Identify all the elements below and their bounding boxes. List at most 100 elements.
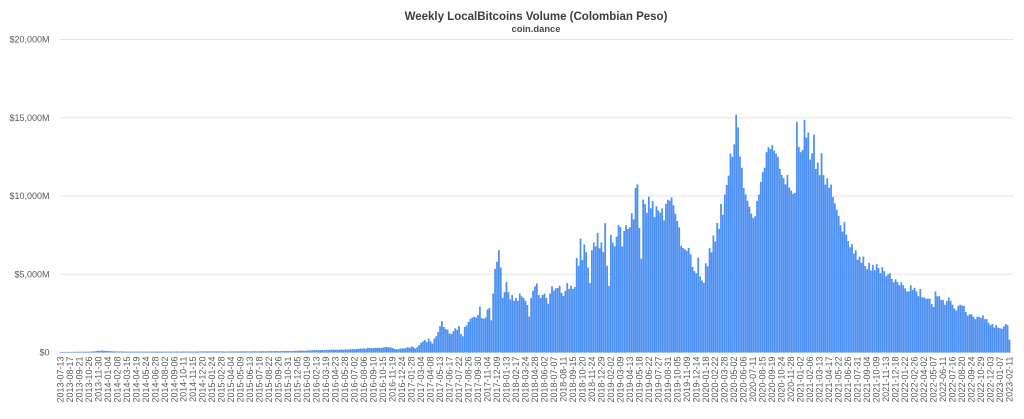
svg-text:2018-07-07: 2018-07-07: [549, 357, 559, 403]
svg-text:2014-12-20: 2014-12-20: [198, 357, 208, 403]
svg-text:2016-07-02: 2016-07-02: [350, 357, 360, 403]
svg-text:2016-03-19: 2016-03-19: [321, 357, 331, 403]
svg-text:2017-07-22: 2017-07-22: [454, 357, 464, 403]
svg-text:2021-12-18: 2021-12-18: [891, 357, 901, 403]
svg-text:2020-08-15: 2020-08-15: [758, 357, 768, 403]
svg-text:2014-08-02: 2014-08-02: [160, 357, 170, 403]
svg-text:2013-08-17: 2013-08-17: [65, 357, 75, 403]
svg-text:2017-09-30: 2017-09-30: [473, 357, 483, 403]
svg-text:2021-11-13: 2021-11-13: [881, 357, 891, 402]
svg-text:2020-11-28: 2020-11-28: [786, 357, 796, 402]
svg-text:2018-03-24: 2018-03-24: [520, 357, 530, 403]
svg-text:2023-01-07: 2023-01-07: [995, 357, 1005, 403]
svg-text:2022-06-11: 2022-06-11: [938, 357, 948, 402]
svg-text:2021-10-09: 2021-10-09: [872, 357, 882, 403]
svg-text:2017-04-08: 2017-04-08: [426, 357, 436, 403]
svg-text:2014-06-28: 2014-06-28: [150, 357, 160, 403]
svg-text:2020-02-22: 2020-02-22: [710, 357, 720, 403]
svg-text:2018-04-28: 2018-04-28: [530, 357, 540, 403]
svg-text:2016-05-28: 2016-05-28: [340, 357, 350, 403]
svg-text:2018-08-11: 2018-08-11: [558, 357, 568, 402]
svg-text:$15,000M: $15,000M: [9, 113, 49, 123]
svg-text:2014-01-04: 2014-01-04: [103, 357, 113, 403]
svg-text:2019-11-09: 2019-11-09: [682, 357, 692, 402]
svg-text:2022-05-07: 2022-05-07: [929, 357, 939, 403]
svg-text:2020-09-19: 2020-09-19: [767, 357, 777, 403]
svg-text:$5,000M: $5,000M: [14, 269, 49, 279]
svg-text:2014-11-15: 2014-11-15: [188, 357, 198, 402]
svg-text:2021-09-04: 2021-09-04: [862, 357, 872, 403]
svg-text:2014-02-08: 2014-02-08: [112, 357, 122, 403]
svg-text:2021-03-13: 2021-03-13: [815, 357, 825, 403]
svg-text:2013-07-13: 2013-07-13: [55, 357, 65, 403]
svg-text:2023-02-11: 2023-02-11: [1004, 357, 1014, 402]
svg-text:2017-06-17: 2017-06-17: [445, 357, 455, 403]
svg-text:2015-10-31: 2015-10-31: [283, 357, 293, 403]
svg-text:2013-10-26: 2013-10-26: [84, 357, 94, 403]
svg-text:2022-09-24: 2022-09-24: [967, 357, 977, 403]
svg-text:2018-06-02: 2018-06-02: [539, 357, 549, 403]
svg-text:2020-05-02: 2020-05-02: [729, 357, 739, 403]
svg-text:2013-09-21: 2013-09-21: [74, 357, 84, 403]
svg-text:2016-09-10: 2016-09-10: [369, 357, 379, 403]
svg-text:2018-01-13: 2018-01-13: [501, 356, 511, 402]
svg-text:2021-01-02: 2021-01-02: [796, 357, 806, 403]
svg-text:2019-03-09: 2019-03-09: [615, 357, 625, 403]
svg-text:2020-01-18: 2020-01-18: [701, 357, 711, 403]
svg-text:2016-04-23: 2016-04-23: [331, 357, 341, 403]
svg-text:2019-10-05: 2019-10-05: [672, 357, 682, 403]
svg-text:2019-04-13: 2019-04-13: [625, 357, 635, 403]
svg-text:2022-08-20: 2022-08-20: [957, 357, 967, 403]
svg-text:2015-05-09: 2015-05-09: [236, 357, 246, 403]
svg-text:2015-07-18: 2015-07-18: [255, 357, 265, 403]
svg-text:2016-01-09: 2016-01-09: [302, 357, 312, 403]
svg-text:2020-07-11: 2020-07-11: [748, 357, 758, 402]
svg-text:2016-08-06: 2016-08-06: [359, 357, 369, 403]
svg-text:2022-04-02: 2022-04-02: [919, 357, 929, 403]
svg-text:2016-10-15: 2016-10-15: [378, 357, 388, 403]
svg-text:2020-06-06: 2020-06-06: [739, 357, 749, 403]
svg-text:2014-10-11: 2014-10-11: [179, 357, 189, 402]
svg-text:2021-05-22: 2021-05-22: [834, 357, 844, 403]
svg-text:2017-03-04: 2017-03-04: [416, 357, 426, 403]
svg-text:$10,000M: $10,000M: [9, 191, 49, 201]
svg-text:2014-05-24: 2014-05-24: [141, 357, 151, 403]
svg-text:2018-02-17: 2018-02-17: [511, 357, 521, 403]
svg-text:2019-08-31: 2019-08-31: [663, 357, 673, 403]
svg-text:2022-02-26: 2022-02-26: [910, 357, 920, 403]
svg-text:$0: $0: [39, 348, 49, 358]
svg-text:2016-12-24: 2016-12-24: [397, 357, 407, 403]
svg-text:2020-10-24: 2020-10-24: [777, 357, 787, 403]
svg-text:2022-07-16: 2022-07-16: [948, 357, 958, 403]
svg-text:2015-01-24: 2015-01-24: [207, 357, 217, 403]
svg-text:2015-08-22: 2015-08-22: [264, 357, 274, 403]
svg-text:2020-03-28: 2020-03-28: [720, 357, 730, 403]
svg-text:2016-02-13: 2016-02-13: [312, 357, 322, 403]
svg-text:2015-04-04: 2015-04-04: [226, 357, 236, 403]
svg-text:2019-06-22: 2019-06-22: [644, 357, 654, 403]
svg-text:2019-02-02: 2019-02-02: [606, 357, 616, 403]
svg-text:2018-09-15: 2018-09-15: [568, 357, 578, 403]
svg-text:2014-09-06: 2014-09-06: [169, 357, 179, 403]
svg-text:2013-11-30: 2013-11-30: [93, 357, 103, 402]
svg-text:2015-06-13: 2015-06-13: [245, 357, 255, 403]
svg-text:2019-07-27: 2019-07-27: [653, 357, 663, 403]
svg-text:2022-01-22: 2022-01-22: [900, 357, 910, 403]
svg-text:2021-02-06: 2021-02-06: [805, 357, 815, 403]
svg-text:2015-02-28: 2015-02-28: [217, 357, 227, 403]
svg-text:2017-08-26: 2017-08-26: [463, 357, 473, 403]
svg-text:2021-06-26: 2021-06-26: [843, 357, 853, 403]
svg-text:2017-05-13: 2017-05-13: [435, 357, 445, 403]
svg-text:2021-07-31: 2021-07-31: [853, 357, 863, 403]
svg-text:$20,000M: $20,000M: [9, 35, 49, 45]
svg-text:2017-12-09: 2017-12-09: [492, 357, 502, 403]
svg-text:2017-11-04: 2017-11-04: [482, 357, 492, 402]
svg-text:2019-12-14: 2019-12-14: [691, 357, 701, 403]
svg-text:2022-12-03: 2022-12-03: [985, 357, 995, 403]
svg-text:2015-12-05: 2015-12-05: [293, 357, 303, 403]
svg-text:2018-10-20: 2018-10-20: [577, 357, 587, 403]
svg-text:2014-03-15: 2014-03-15: [122, 357, 132, 403]
svg-text:2019-05-18: 2019-05-18: [634, 357, 644, 403]
svg-text:2022-10-29: 2022-10-29: [976, 357, 986, 403]
svg-text:2014-04-19: 2014-04-19: [131, 357, 141, 403]
